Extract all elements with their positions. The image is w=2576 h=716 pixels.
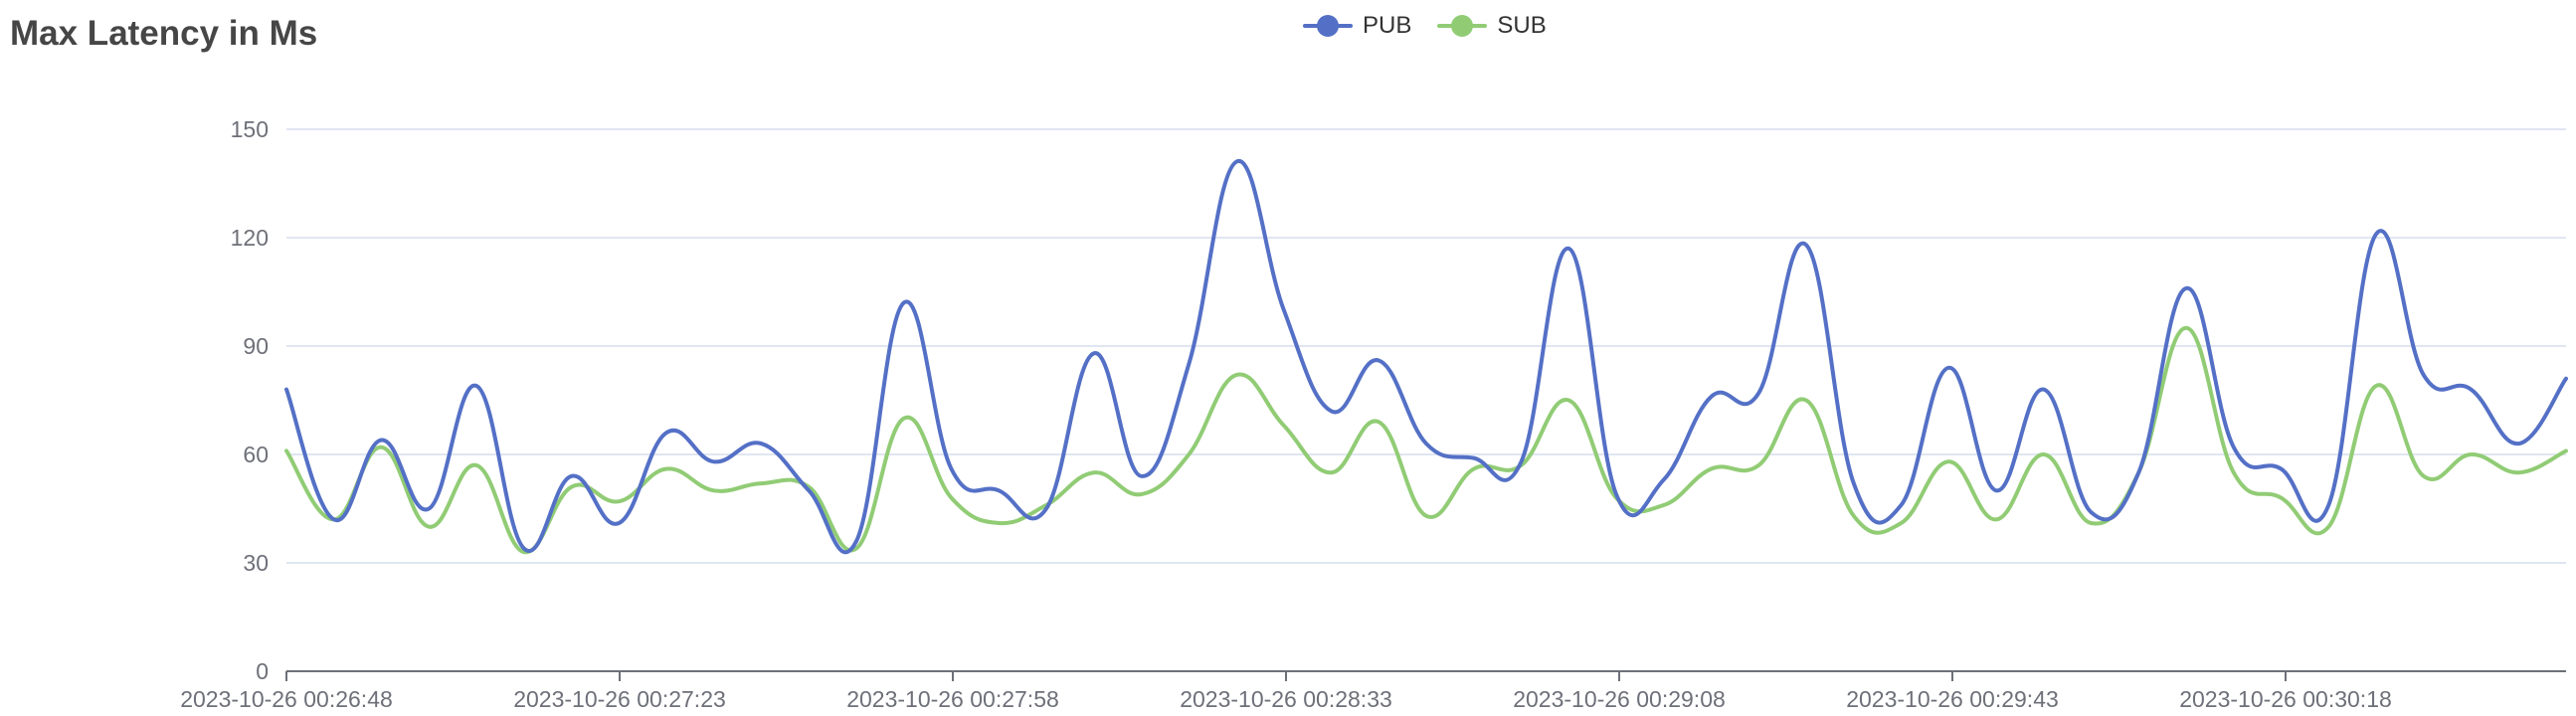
x-tick-label-0: 2023-10-26 00:26:48 bbox=[180, 686, 393, 712]
chart-title: Max Latency in Ms bbox=[10, 14, 318, 53]
legend-swatch-sub bbox=[1437, 15, 1488, 37]
y-tick-label-90: 90 bbox=[243, 333, 269, 359]
y-tick-label-60: 60 bbox=[243, 442, 269, 467]
legend-label-pub: PUB bbox=[1363, 12, 1412, 39]
x-tick-label-4: 2023-10-26 00:29:08 bbox=[1513, 686, 1726, 712]
legend-item-sub[interactable]: SUB bbox=[1437, 12, 1547, 40]
y-tick-label-120: 120 bbox=[231, 225, 269, 251]
legend-item-pub[interactable]: PUB bbox=[1303, 12, 1411, 40]
y-tick-label-0: 0 bbox=[256, 658, 269, 684]
y-tick-label-30: 30 bbox=[243, 550, 269, 576]
legend-swatch-pub bbox=[1303, 15, 1353, 37]
x-tick-label-3: 2023-10-26 00:28:33 bbox=[1180, 686, 1392, 712]
x-tick-label-6: 2023-10-26 00:30:18 bbox=[2179, 686, 2392, 712]
series-line-sub bbox=[284, 325, 2568, 555]
x-tick-label-5: 2023-10-26 00:29:43 bbox=[1846, 686, 2059, 712]
legend: PUB SUB bbox=[1303, 12, 1572, 40]
series-line-pub bbox=[284, 159, 2568, 554]
x-tick-label-1: 2023-10-26 00:27:23 bbox=[513, 686, 726, 712]
x-tick-label-2: 2023-10-26 00:27:58 bbox=[846, 686, 1059, 712]
legend-label-sub: SUB bbox=[1497, 12, 1547, 39]
y-tick-label-150: 150 bbox=[231, 116, 269, 142]
